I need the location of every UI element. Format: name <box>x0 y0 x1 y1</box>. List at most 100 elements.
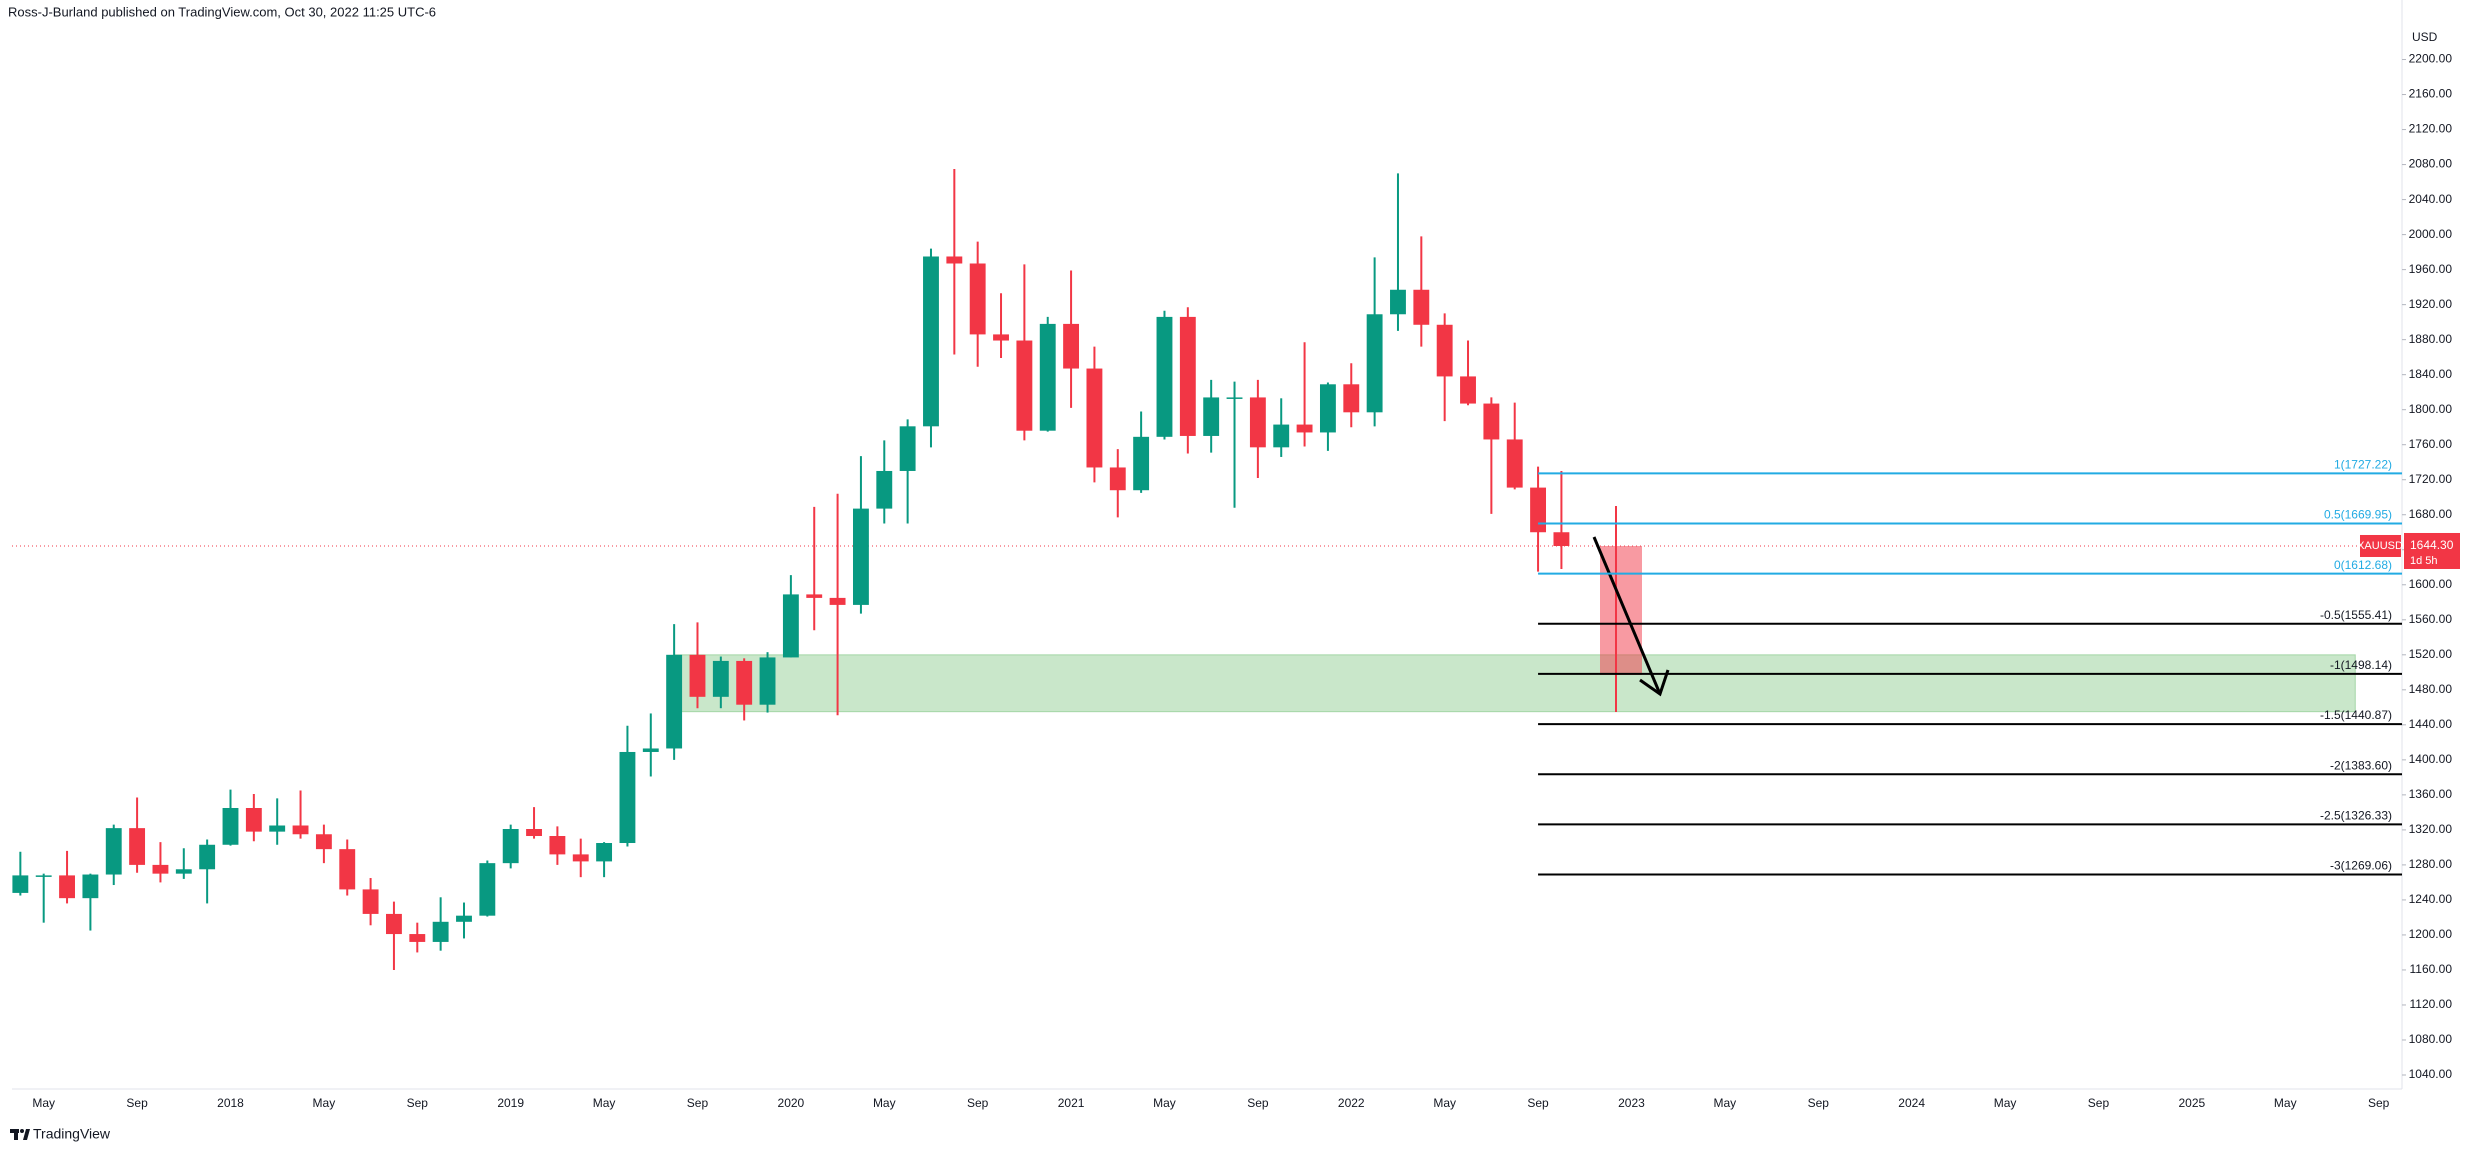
y-tick-label: 1160.00 <box>2410 962 2453 976</box>
candle-body <box>1390 289 1406 315</box>
fib-label: 1(1727.22) <box>2334 458 2392 472</box>
y-tick-label: 1280.00 <box>2409 857 2453 871</box>
symbol-label: XAUUSD <box>2357 540 2403 552</box>
fib-label: -2(1383.60) <box>2330 758 2392 772</box>
x-tick-label: 2021 <box>1058 1096 1085 1110</box>
arrow-head <box>1639 669 1670 697</box>
candle-body <box>852 508 869 605</box>
x-tick-label: May <box>593 1096 616 1110</box>
candle-body <box>596 843 613 862</box>
candle-body <box>1319 384 1336 433</box>
y-tick-label: 2080.00 <box>2409 157 2453 171</box>
candle-body <box>526 829 542 837</box>
candle-body <box>1063 323 1080 369</box>
y-tick-label: 1360.00 <box>2409 787 2453 801</box>
x-tick-label: Sep <box>1808 1096 1830 1110</box>
logo-part <box>20 1129 24 1133</box>
x-tick-label: 2022 <box>1338 1096 1365 1110</box>
candle-body <box>1226 397 1243 399</box>
candle-body <box>222 807 239 845</box>
candle-body <box>1156 316 1173 437</box>
candle-body <box>1016 340 1033 431</box>
countdown-label: 1d 5h <box>2410 555 2438 567</box>
fib-label: -3(1269.06) <box>2330 859 2392 873</box>
candle-body <box>1109 467 1126 491</box>
candle-body <box>923 256 939 427</box>
candle-body <box>1133 436 1150 491</box>
y-tick-label: 2000.00 <box>2409 227 2453 241</box>
candle-body <box>1086 368 1103 468</box>
price-label: 1644.30 <box>2410 538 2454 552</box>
plot-area <box>12 168 2402 970</box>
candle-body <box>1273 424 1290 448</box>
candle-body <box>1436 324 1453 377</box>
candle-body <box>269 825 286 832</box>
candle-body <box>899 426 916 471</box>
symbol-tag <box>2360 534 2401 557</box>
candle-body <box>292 825 309 835</box>
fib-label: -2.5(1326.33) <box>2320 809 2392 823</box>
x-tick-label: 2023 <box>1618 1096 1645 1110</box>
x-tick-label: May <box>32 1096 55 1110</box>
candle-body <box>502 829 519 864</box>
candle-body <box>1506 439 1523 488</box>
x-tick-label: 2020 <box>778 1096 805 1110</box>
x-tick-label: 2025 <box>2179 1096 2206 1110</box>
candle-body <box>362 889 379 914</box>
y-tick-label: 1880.00 <box>2409 332 2453 346</box>
candle-body <box>1460 376 1476 404</box>
x-tick-label: 2018 <box>217 1096 244 1110</box>
logo <box>10 1129 30 1140</box>
fib-label: 0(1612.68) <box>2334 558 2392 572</box>
y-tick-label: 1480.00 <box>2409 682 2453 696</box>
y-tick-label: 2040.00 <box>2409 192 2453 206</box>
y-tick-label: 1720.00 <box>2409 472 2453 486</box>
candle-body <box>946 256 963 264</box>
candle-body <box>35 875 52 877</box>
candle-body <box>1413 289 1430 325</box>
candle-body <box>59 875 75 899</box>
y-tick-label: 2120.00 <box>2409 122 2453 136</box>
fib-label: 0.5(1669.95) <box>2324 508 2392 522</box>
x-tick-label: May <box>2274 1096 2297 1110</box>
x-tick-label: Sep <box>2088 1096 2110 1110</box>
y-tick-label: 1800.00 <box>2409 402 2453 416</box>
candle-body <box>642 748 659 752</box>
x-tick-label: May <box>313 1096 336 1110</box>
candle-body <box>12 875 29 893</box>
candle-body <box>619 751 636 844</box>
candle-body <box>806 594 823 598</box>
candle-body <box>315 834 332 850</box>
candle-body <box>829 597 846 605</box>
candle-body <box>969 263 986 335</box>
x-tick-label: May <box>873 1096 896 1110</box>
y-tick-label: 1760.00 <box>2409 437 2453 451</box>
candle-body <box>409 934 426 942</box>
candle-body <box>1203 397 1220 436</box>
candle-body <box>876 470 893 509</box>
y-tick-label: 1920.00 <box>2409 297 2453 311</box>
currency: USD <box>2412 30 2438 44</box>
x-tick-label: Sep <box>407 1096 429 1110</box>
footer-brand: TradingView <box>33 1126 111 1142</box>
candle-body <box>245 807 262 832</box>
candle-body <box>82 874 99 899</box>
y-tick-label: 2160.00 <box>2409 87 2453 101</box>
y-tick-label: 1040.00 <box>2409 1067 2453 1081</box>
x-tick-label: May <box>1153 1096 1176 1110</box>
candle-body <box>689 654 706 697</box>
y-tick-label: 1840.00 <box>2409 367 2453 381</box>
logo-part <box>23 1129 30 1140</box>
y-tick-label: 1120.00 <box>2410 997 2453 1011</box>
x-tick-label: May <box>1433 1096 1456 1110</box>
candle-body <box>1296 424 1313 433</box>
x-tick-label: Sep <box>967 1096 989 1110</box>
candle-body <box>199 844 216 870</box>
candle-body <box>736 660 753 705</box>
candle-body <box>386 913 402 935</box>
x-tick-label: May <box>1714 1096 1737 1110</box>
candle-body <box>456 915 472 922</box>
x-tick-label: Sep <box>1527 1096 1549 1110</box>
